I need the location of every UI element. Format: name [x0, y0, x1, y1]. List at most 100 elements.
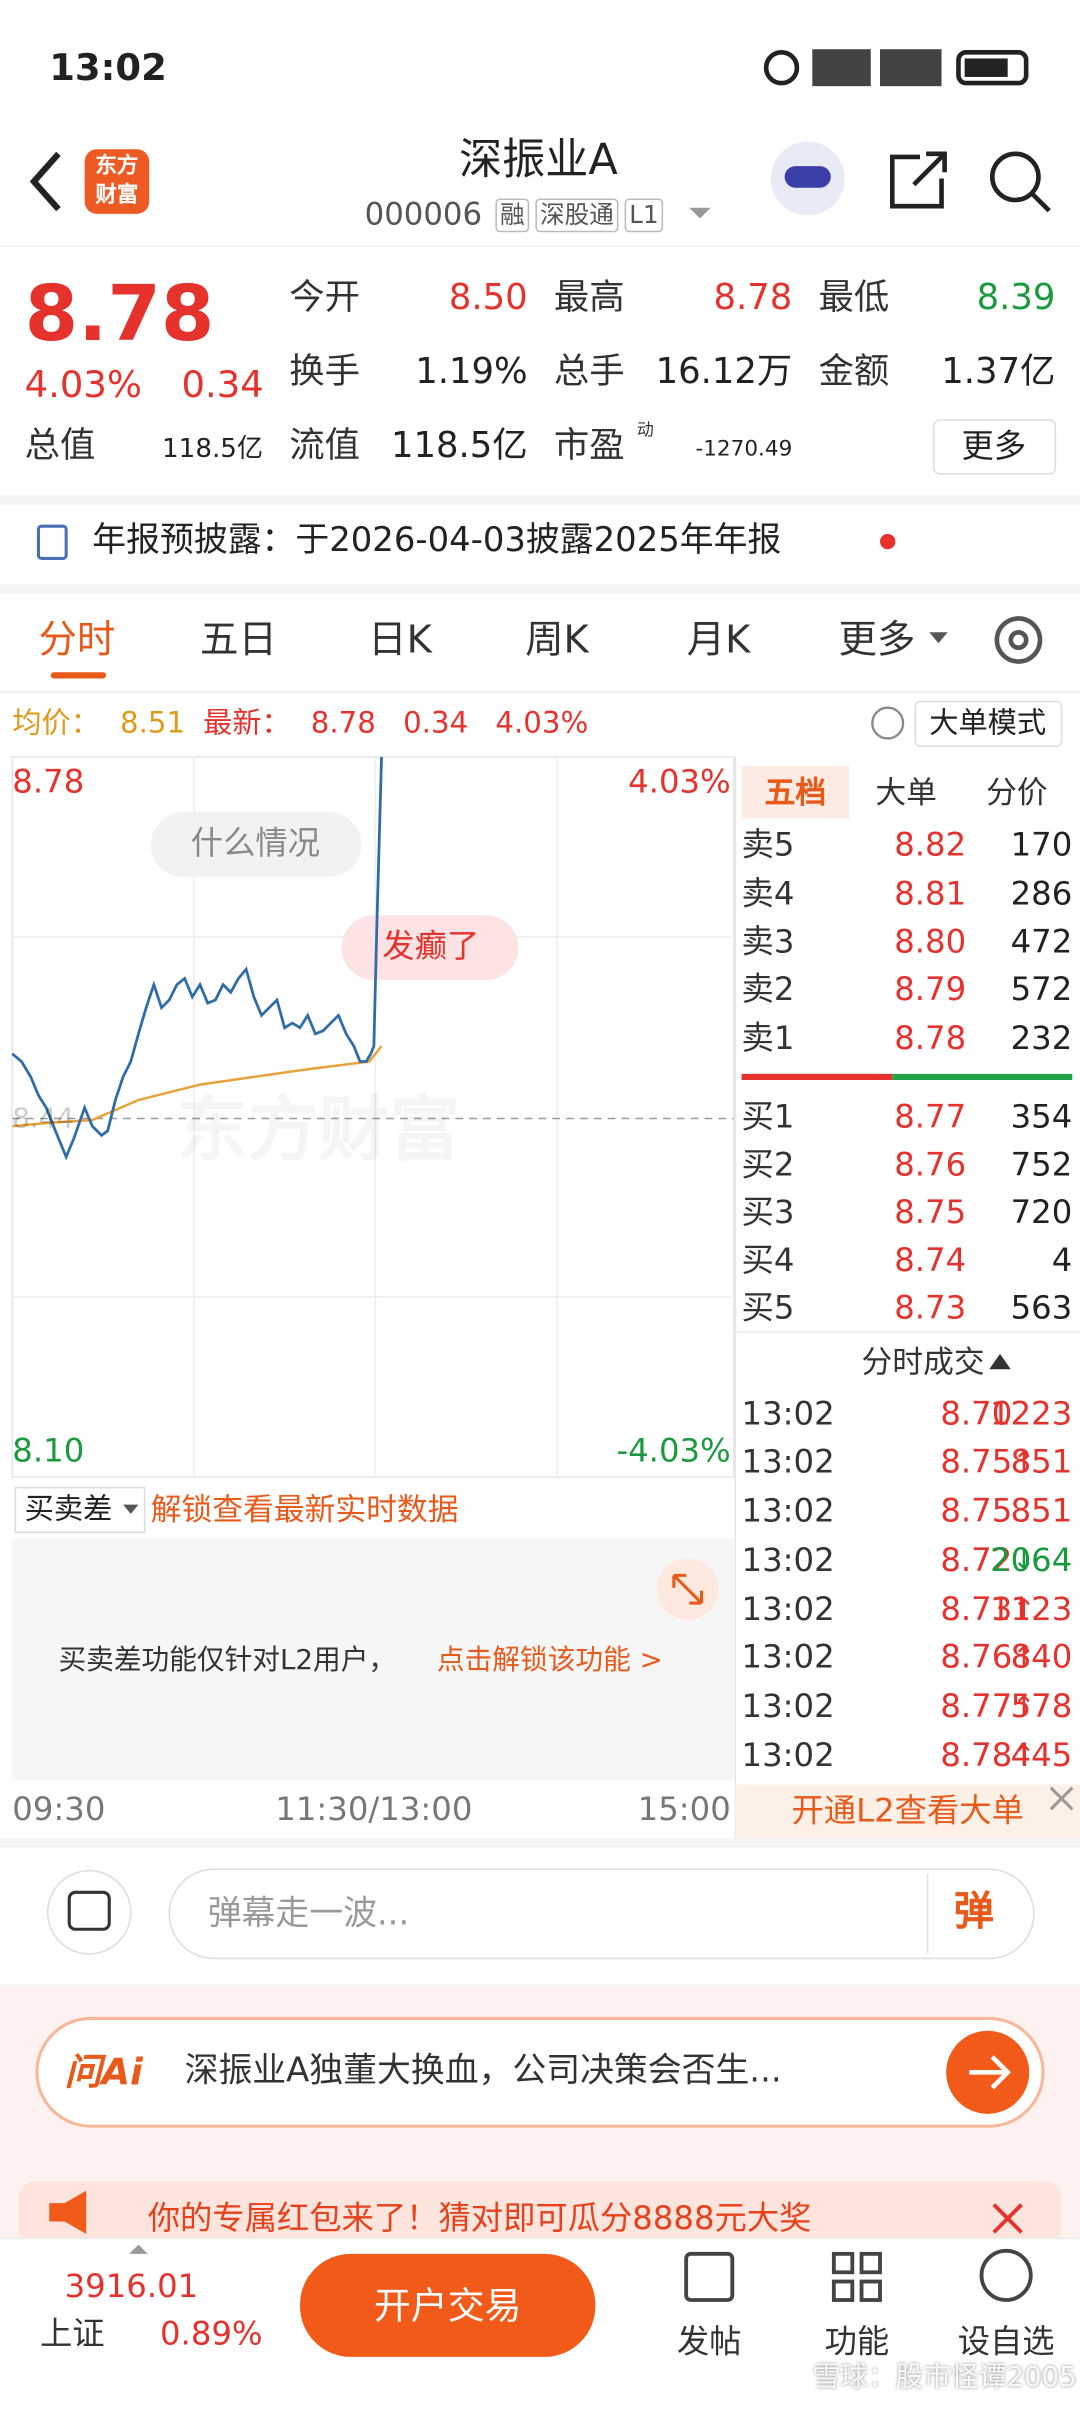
- function-icon: [831, 2279, 855, 2302]
- book-label: 买5: [741, 1289, 795, 1327]
- book-volume: 720: [1010, 1194, 1073, 1232]
- alarm-icon: [763, 49, 800, 86]
- search-icon[interactable]: [989, 151, 1041, 203]
- ai-box[interactable]: [35, 2016, 1045, 2128]
- book-price: 8.74: [894, 1242, 967, 1280]
- stock-name: 深振业A: [459, 134, 618, 185]
- more-button-label[interactable]: 更多: [961, 428, 1027, 466]
- back-icon[interactable]: [29, 151, 61, 212]
- stat-value: -1270.49: [695, 436, 793, 461]
- trade-time: 13:02: [741, 1395, 835, 1433]
- l2-banner-text[interactable]: 开通L2查看大单: [791, 1792, 1024, 1830]
- tab[interactable]: 更多: [838, 616, 916, 662]
- tab[interactable]: 五日: [199, 616, 277, 662]
- mode-label[interactable]: 大单模式: [929, 705, 1047, 740]
- post-icon[interactable]: [684, 2251, 735, 2302]
- function-icon: [859, 2279, 882, 2302]
- watchlist-icon[interactable]: [979, 2248, 1033, 2302]
- tab[interactable]: 日K: [368, 616, 432, 662]
- expand-icon: [672, 1573, 704, 1605]
- stat-label: 最低: [818, 278, 890, 319]
- spread-unlock[interactable]: 解锁查看最新实时数据: [150, 1490, 459, 1528]
- trade-button[interactable]: [299, 2253, 596, 2357]
- dropdown-icon[interactable]: [689, 207, 711, 219]
- book-label: 买3: [741, 1194, 795, 1232]
- notice-icon: [36, 524, 68, 560]
- ai-text[interactable]: 深振业A独董大换血，公司决策会否生...: [184, 2051, 782, 2091]
- spread-select[interactable]: [14, 1486, 146, 1534]
- help-icon[interactable]: [871, 706, 905, 740]
- book-label: 卖4: [741, 875, 795, 913]
- y-high: 8.78: [12, 763, 85, 801]
- index-pct: 0.89%: [159, 2315, 263, 2353]
- logo[interactable]: [84, 149, 150, 214]
- comment-icon[interactable]: [46, 1869, 132, 1955]
- comment-input[interactable]: [168, 1868, 1035, 1960]
- function-icon: [859, 2251, 882, 2275]
- stat-value: 8.78: [713, 278, 793, 319]
- nav-label[interactable]: 发帖: [676, 2323, 742, 2361]
- stock-code: 000006: [364, 195, 483, 233]
- nav-label[interactable]: 功能: [824, 2323, 890, 2361]
- trade-volume: 851: [1010, 1443, 1073, 1481]
- function-icon[interactable]: [831, 2251, 855, 2275]
- tab[interactable]: 月K: [686, 616, 751, 662]
- avatar-face: [784, 166, 831, 188]
- book-volume: 752: [1010, 1146, 1073, 1184]
- trade-arrow: ↑: [1012, 1691, 1036, 1724]
- speaker-icon: [49, 2190, 87, 2234]
- price: 8.78: [24, 269, 215, 359]
- chart-frame: [11, 756, 735, 1478]
- time-label: 15:00: [637, 1791, 731, 1829]
- book-label: 卖3: [741, 923, 795, 961]
- latest-pct: 4.03%: [495, 705, 589, 740]
- mode-button[interactable]: [914, 700, 1063, 747]
- promo-bar[interactable]: [18, 2181, 1062, 2244]
- book-volume: 354: [1010, 1099, 1073, 1136]
- stat-label: 今开: [289, 278, 360, 319]
- trade-time: 13:02: [741, 1542, 835, 1580]
- tab[interactable]: 分时: [38, 616, 116, 662]
- trade-time: 13:02: [741, 1492, 835, 1530]
- comment-send[interactable]: 弹: [953, 1889, 994, 1936]
- expand-icon[interactable]: [129, 2244, 148, 2254]
- trade-volume: 2064: [990, 1542, 1073, 1580]
- trade-volume: 1123: [990, 1591, 1073, 1629]
- stat-label: 金额: [818, 352, 890, 393]
- trade-button-label[interactable]: 开户交易: [373, 2283, 522, 2328]
- trade-price: 8.73: [940, 1591, 1013, 1629]
- book-volume: 4: [1051, 1242, 1073, 1280]
- spread-label[interactable]: 买卖差: [24, 1491, 113, 1526]
- average-line: [12, 1045, 383, 1128]
- book-price: 8.75: [894, 1194, 967, 1232]
- bubble-text: 什么情况: [190, 825, 320, 863]
- notice-text[interactable]: 年报预披露：于2026-04-03披露2025年年报: [92, 521, 782, 560]
- share-icon[interactable]: [889, 151, 947, 209]
- nav-label[interactable]: 设自选: [957, 2323, 1055, 2361]
- latest-value: 8.78: [310, 705, 376, 740]
- trade-price: 8.72: [940, 1542, 1013, 1580]
- l2-banner-bg[interactable]: [735, 1784, 1080, 1839]
- comment-placeholder[interactable]: 弹幕走一波...: [207, 1895, 410, 1934]
- promo-text[interactable]: 你的专属红包来了！猜对即可瓜分8888元大奖: [147, 2200, 812, 2238]
- change: 0.34: [181, 362, 264, 406]
- book-tab[interactable]: 分价: [986, 773, 1048, 811]
- close-icon[interactable]: [1049, 1786, 1074, 1811]
- book-tab[interactable]: 大单: [875, 773, 937, 811]
- spread-link[interactable]: 点击解锁该功能 >: [436, 1644, 663, 1678]
- settings-icon[interactable]: [994, 616, 1043, 664]
- more-button[interactable]: [933, 419, 1057, 475]
- trade-price: 8.70: [940, 1395, 1013, 1433]
- close-icon[interactable]: [992, 2203, 1023, 2234]
- bubble-text: 发癫了: [382, 928, 480, 966]
- comment-icon: [67, 1890, 111, 1931]
- stat-label: 总值: [24, 426, 96, 467]
- divider: [0, 1838, 1080, 1848]
- y-prev-close: 8.44: [12, 1103, 74, 1136]
- book-price: 8.73: [894, 1289, 967, 1327]
- book-price: 8.79: [894, 971, 967, 1009]
- book-tab[interactable]: 五档: [764, 773, 827, 811]
- stat-label: 流值: [289, 426, 360, 467]
- tab[interactable]: 周K: [525, 616, 589, 662]
